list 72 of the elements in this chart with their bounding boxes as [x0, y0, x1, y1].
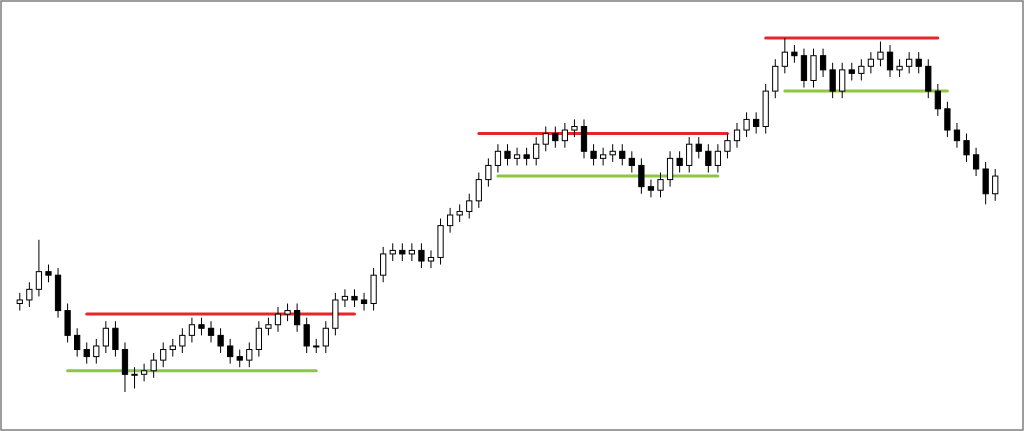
candlestick	[408, 242, 415, 262]
candlestick	[533, 136, 540, 166]
candlestick	[418, 242, 425, 269]
candlestick	[944, 101, 951, 138]
candlestick	[513, 147, 521, 166]
candlestick	[686, 136, 693, 174]
candlestick	[26, 281, 33, 308]
candlestick	[972, 147, 980, 177]
candlestick	[427, 249, 435, 269]
candlestick	[906, 51, 913, 74]
candlestick	[963, 133, 970, 163]
candlestick	[246, 341, 253, 368]
candlestick	[485, 157, 492, 188]
candlestick	[953, 122, 961, 149]
candlestick	[666, 150, 674, 188]
candlestick	[446, 207, 454, 234]
candlestick	[743, 111, 750, 138]
candlestick	[466, 193, 473, 220]
candlestick	[179, 327, 186, 354]
candlestick	[322, 320, 329, 354]
candlestick	[150, 352, 157, 379]
candlestick	[915, 51, 922, 74]
candlestick	[647, 179, 655, 198]
candlestick	[676, 150, 683, 174]
candlestick	[102, 320, 109, 354]
candlestick	[74, 327, 81, 358]
candlestick	[542, 126, 549, 152]
candlestick	[504, 143, 511, 166]
candlestick	[494, 143, 502, 174]
candlestick	[93, 338, 100, 365]
candlestick	[293, 303, 301, 333]
candlestick	[724, 133, 731, 159]
candlestick	[217, 327, 224, 354]
candlestick	[867, 51, 875, 74]
candlestick	[638, 157, 645, 195]
candlestick	[207, 320, 215, 343]
candlestick	[628, 150, 635, 174]
candlestick	[877, 41, 884, 67]
candlestick	[839, 62, 846, 99]
candlestick	[552, 126, 559, 149]
candlestick	[303, 317, 310, 354]
candlestick	[600, 147, 607, 166]
candlestick	[733, 122, 741, 149]
candlestick	[561, 122, 569, 149]
candlestick	[886, 44, 894, 78]
candlestick	[657, 172, 664, 198]
candlestick	[380, 246, 387, 283]
candlestick	[619, 143, 626, 166]
candlestick	[753, 111, 760, 135]
candlestick	[160, 341, 167, 368]
candlestick	[255, 320, 262, 358]
candlestick	[83, 341, 90, 365]
candlestick	[227, 338, 234, 365]
candlestick	[858, 58, 865, 81]
candlestick	[590, 143, 597, 166]
candlestick	[341, 288, 349, 308]
candlestick	[112, 320, 119, 358]
candlestick	[35, 239, 43, 297]
candlestick	[360, 292, 368, 312]
candlestick	[475, 172, 482, 209]
candlestick	[188, 317, 196, 343]
candlestick	[829, 62, 836, 99]
candlestick	[131, 366, 138, 389]
candlestick	[934, 83, 941, 117]
candlestick	[992, 168, 999, 202]
candlestick	[140, 363, 148, 382]
candlestick	[695, 136, 702, 159]
candlestick	[781, 37, 788, 74]
candlestick	[714, 143, 722, 174]
candlestick	[819, 48, 827, 78]
candlestick	[705, 143, 712, 174]
candlestick	[274, 306, 282, 333]
